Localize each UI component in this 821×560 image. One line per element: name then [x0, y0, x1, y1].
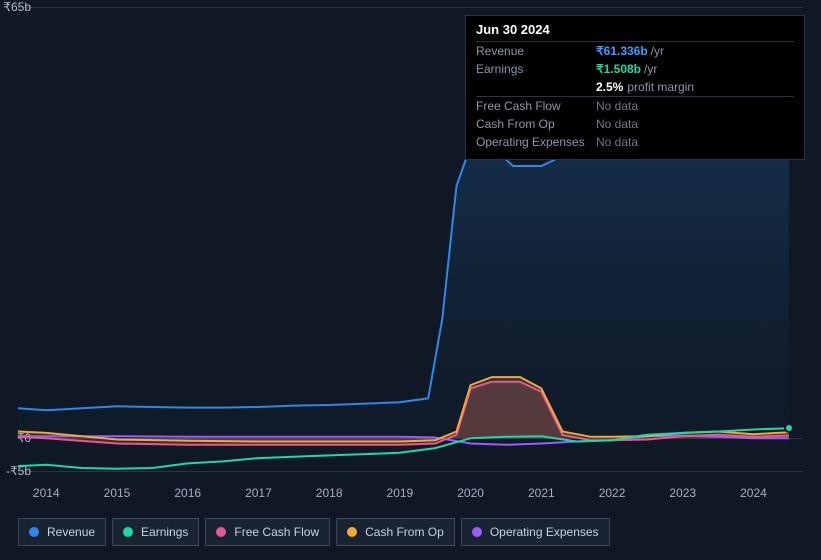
- legend-dot-icon: [216, 527, 226, 537]
- tooltip-label: Revenue: [476, 44, 596, 58]
- legend-item-free-cash-flow[interactable]: Free Cash Flow: [205, 518, 330, 546]
- x-tick-2019: 2019: [387, 486, 414, 500]
- tooltip-value: ₹1.508b: [596, 62, 641, 76]
- legend-label: Earnings: [141, 525, 188, 539]
- tooltip-nodata: No data: [596, 135, 638, 149]
- tooltip-row: Free Cash FlowNo data: [476, 96, 794, 115]
- legend-dot-icon: [29, 527, 39, 537]
- tooltip-row: 2.5% profit margin: [476, 78, 794, 96]
- earnings-endpoint-marker: [784, 423, 794, 433]
- legend-dot-icon: [123, 527, 133, 537]
- x-tick-2024: 2024: [740, 486, 767, 500]
- tooltip-suffix: /yr: [644, 62, 657, 76]
- legend-item-revenue[interactable]: Revenue: [18, 518, 106, 546]
- x-tick-2021: 2021: [528, 486, 555, 500]
- tooltip-suffix: /yr: [651, 44, 664, 58]
- tooltip-label: Earnings: [476, 62, 596, 76]
- legend-item-cash-from-op[interactable]: Cash From Op: [336, 518, 455, 546]
- legend: Revenue Earnings Free Cash Flow Cash From O…: [18, 518, 610, 546]
- legend-label: Revenue: [47, 525, 95, 539]
- x-tick-2014: 2014: [33, 486, 60, 500]
- x-tick-2017: 2017: [245, 486, 272, 500]
- legend-item-earnings[interactable]: Earnings: [112, 518, 199, 546]
- x-tick-2016: 2016: [174, 486, 201, 500]
- tooltip-value: ₹61.336b: [596, 44, 648, 58]
- x-tick-2020: 2020: [457, 486, 484, 500]
- tooltip-profit-margin-label: profit margin: [627, 80, 694, 94]
- tooltip-row: Cash From OpNo data: [476, 115, 794, 133]
- legend-item-operating-expenses[interactable]: Operating Expenses: [461, 518, 610, 546]
- x-tick-2023: 2023: [669, 486, 696, 500]
- tooltip-label: Operating Expenses: [476, 135, 596, 149]
- legend-label: Free Cash Flow: [234, 525, 319, 539]
- legend-dot-icon: [347, 527, 357, 537]
- x-tick-2022: 2022: [599, 486, 626, 500]
- tooltip-nodata: No data: [596, 99, 638, 113]
- tooltip-profit-margin-value: 2.5%: [596, 80, 623, 94]
- tooltip-label: Free Cash Flow: [476, 99, 596, 113]
- tooltip-row: Earnings₹1.508b/yr: [476, 60, 794, 78]
- tooltip-nodata: No data: [596, 117, 638, 131]
- tooltip-row: Operating ExpensesNo data: [476, 133, 794, 151]
- x-tick-2015: 2015: [104, 486, 131, 500]
- tooltip-row: Revenue₹61.336b/yr: [476, 41, 794, 60]
- legend-dot-icon: [472, 527, 482, 537]
- legend-label: Cash From Op: [365, 525, 444, 539]
- tooltip-date: Jun 30 2024: [476, 22, 794, 41]
- x-tick-2018: 2018: [316, 486, 343, 500]
- tooltip-label: Cash From Op: [476, 117, 596, 131]
- chart-tooltip: Jun 30 2024 Revenue₹61.336b/yrEarnings₹1…: [465, 15, 805, 160]
- legend-label: Operating Expenses: [490, 525, 599, 539]
